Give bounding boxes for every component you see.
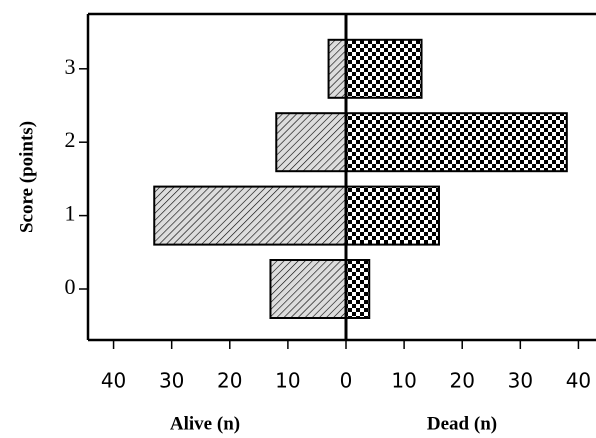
bar xyxy=(327,38,347,99)
x-tick-label: 10 xyxy=(391,369,416,393)
bar xyxy=(345,185,440,246)
bar xyxy=(275,112,347,173)
bar xyxy=(345,38,423,99)
x-tick-label: 20 xyxy=(449,369,474,393)
x-tick-label: 20 xyxy=(217,369,242,393)
bar xyxy=(345,112,568,173)
bar xyxy=(345,259,371,319)
x-tick-label: 40 xyxy=(566,369,591,393)
x-tick-label: 30 xyxy=(159,369,184,393)
x-tick-label: 30 xyxy=(508,369,533,393)
x-tick-label: 0 xyxy=(340,369,353,393)
y-tick-label: 1 xyxy=(65,201,76,226)
bar xyxy=(269,259,348,319)
y-tick-label: 3 xyxy=(65,54,76,79)
y-tick-label: 0 xyxy=(65,274,76,299)
x-tick-label: 10 xyxy=(275,369,300,393)
x-axis-label: Dead (n) xyxy=(427,413,497,434)
bar xyxy=(153,185,347,246)
x-axis-label: Alive (n) xyxy=(170,413,240,434)
y-tick-label: 2 xyxy=(65,127,76,152)
x-tick-label: 40 xyxy=(101,369,126,393)
y-axis-label: Score (points) xyxy=(16,121,37,233)
